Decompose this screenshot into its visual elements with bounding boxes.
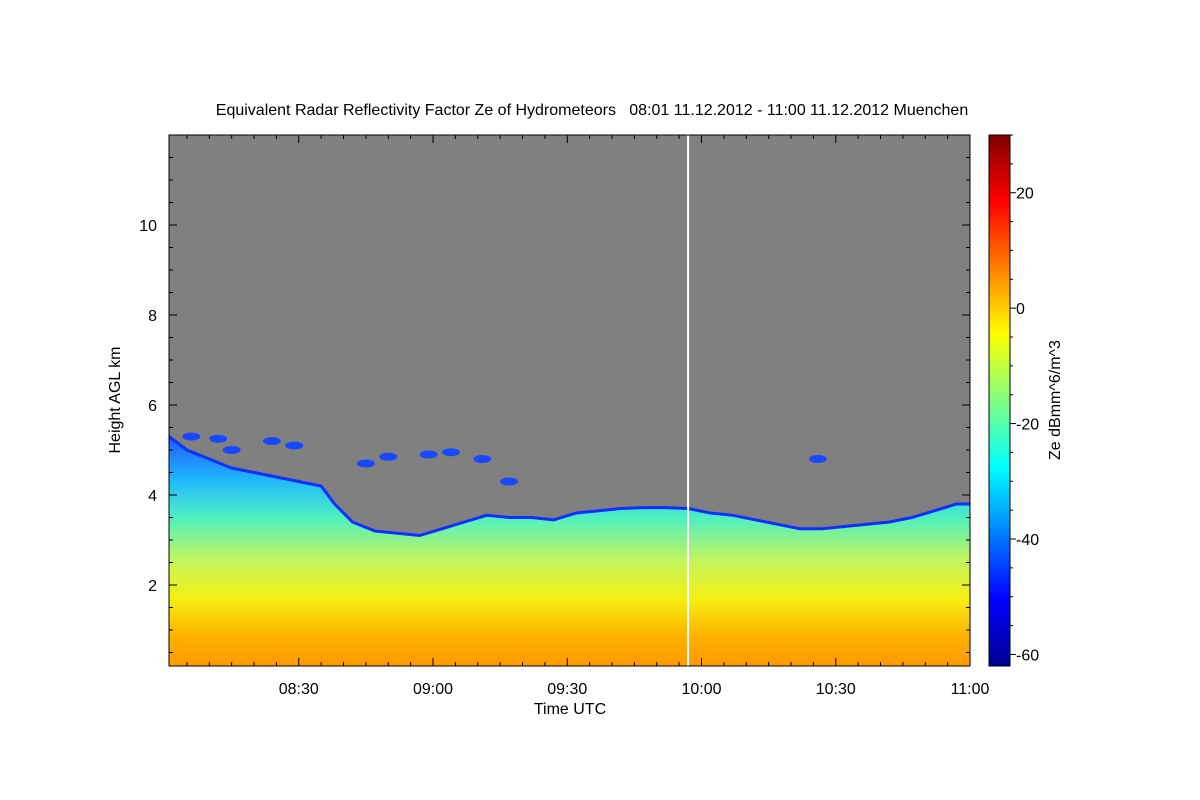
colorbar-tick-label: -40 xyxy=(1016,532,1039,549)
y-axis-label: Height AGL km xyxy=(107,346,124,453)
colorbar-tick-label: -60 xyxy=(1016,647,1039,664)
y-tick-label: 6 xyxy=(148,398,157,415)
isolated-cell xyxy=(500,477,519,486)
x-axis: 08:30 09:00 09:30 10:00 10:30 11:00 xyxy=(186,135,990,698)
plot-area xyxy=(169,135,970,666)
plot-frame xyxy=(168,134,971,667)
x-tick-label: 10:00 xyxy=(681,681,721,698)
x-tick-label: 11:00 xyxy=(951,681,990,698)
isolated-cell xyxy=(441,448,460,457)
y-axis: 2 4 6 8 10 xyxy=(139,157,970,653)
x-tick-label: 09:00 xyxy=(413,681,453,698)
isolated-cell xyxy=(356,459,375,468)
isolated-cell xyxy=(209,434,228,443)
isolated-cell xyxy=(808,455,827,463)
cloud-top-edge xyxy=(169,435,970,538)
colorbar-tick-label: -20 xyxy=(1016,417,1039,434)
colorbar-label: Ze dBmm^6/m^3 xyxy=(1047,340,1064,460)
y-tick-label: 8 xyxy=(148,308,157,325)
isolated-cell xyxy=(473,455,492,463)
colorbar-tick-label: 0 xyxy=(1016,301,1025,318)
y-tick-label: 2 xyxy=(148,578,157,595)
isolated-cell xyxy=(262,437,281,445)
isolated-cell xyxy=(222,446,241,454)
colorbar-axis: -60 -40 -20 0 20 xyxy=(1010,134,1039,664)
x-axis-label: Time UTC xyxy=(534,701,606,718)
isolated-cell xyxy=(419,450,438,459)
cloud-reflectivity-area xyxy=(169,436,970,666)
x-tick-label: 10:30 xyxy=(816,681,856,698)
x-tick-label: 09:30 xyxy=(547,681,587,698)
isolated-cell xyxy=(182,432,201,441)
isolated-cell xyxy=(379,452,398,461)
y-tick-label: 4 xyxy=(148,488,157,505)
colorbar xyxy=(988,134,1011,667)
isolated-cell xyxy=(285,441,304,450)
x-tick-label: 08:30 xyxy=(279,681,319,698)
isolated-cells xyxy=(182,432,827,486)
colorbar-tick-label: 20 xyxy=(1016,186,1034,203)
y-tick-label: 10 xyxy=(139,218,157,235)
chart-title: Equivalent Radar Reflectivity Factor Ze … xyxy=(216,102,968,119)
